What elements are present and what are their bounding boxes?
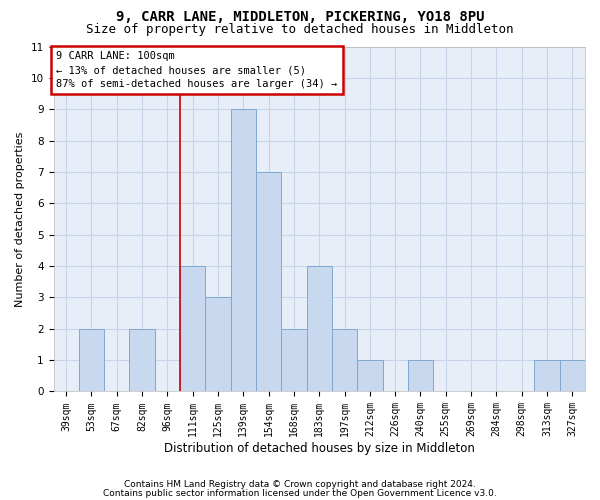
Bar <box>79 329 104 392</box>
Bar <box>130 329 155 392</box>
Bar <box>535 360 560 392</box>
Bar <box>357 360 383 392</box>
Bar <box>205 298 230 392</box>
X-axis label: Distribution of detached houses by size in Middleton: Distribution of detached houses by size … <box>164 442 475 455</box>
Y-axis label: Number of detached properties: Number of detached properties <box>15 132 25 306</box>
Text: 9, CARR LANE, MIDDLETON, PICKERING, YO18 8PU: 9, CARR LANE, MIDDLETON, PICKERING, YO18… <box>116 10 484 24</box>
Bar <box>332 329 357 392</box>
Text: Size of property relative to detached houses in Middleton: Size of property relative to detached ho… <box>86 22 514 36</box>
Bar <box>230 109 256 392</box>
Bar <box>408 360 433 392</box>
Text: 9 CARR LANE: 100sqm
← 13% of detached houses are smaller (5)
87% of semi-detache: 9 CARR LANE: 100sqm ← 13% of detached ho… <box>56 51 337 89</box>
Bar <box>180 266 205 392</box>
Bar <box>307 266 332 392</box>
Text: Contains public sector information licensed under the Open Government Licence v3: Contains public sector information licen… <box>103 489 497 498</box>
Text: Contains HM Land Registry data © Crown copyright and database right 2024.: Contains HM Land Registry data © Crown c… <box>124 480 476 489</box>
Bar <box>560 360 585 392</box>
Bar <box>281 329 307 392</box>
Bar <box>256 172 281 392</box>
